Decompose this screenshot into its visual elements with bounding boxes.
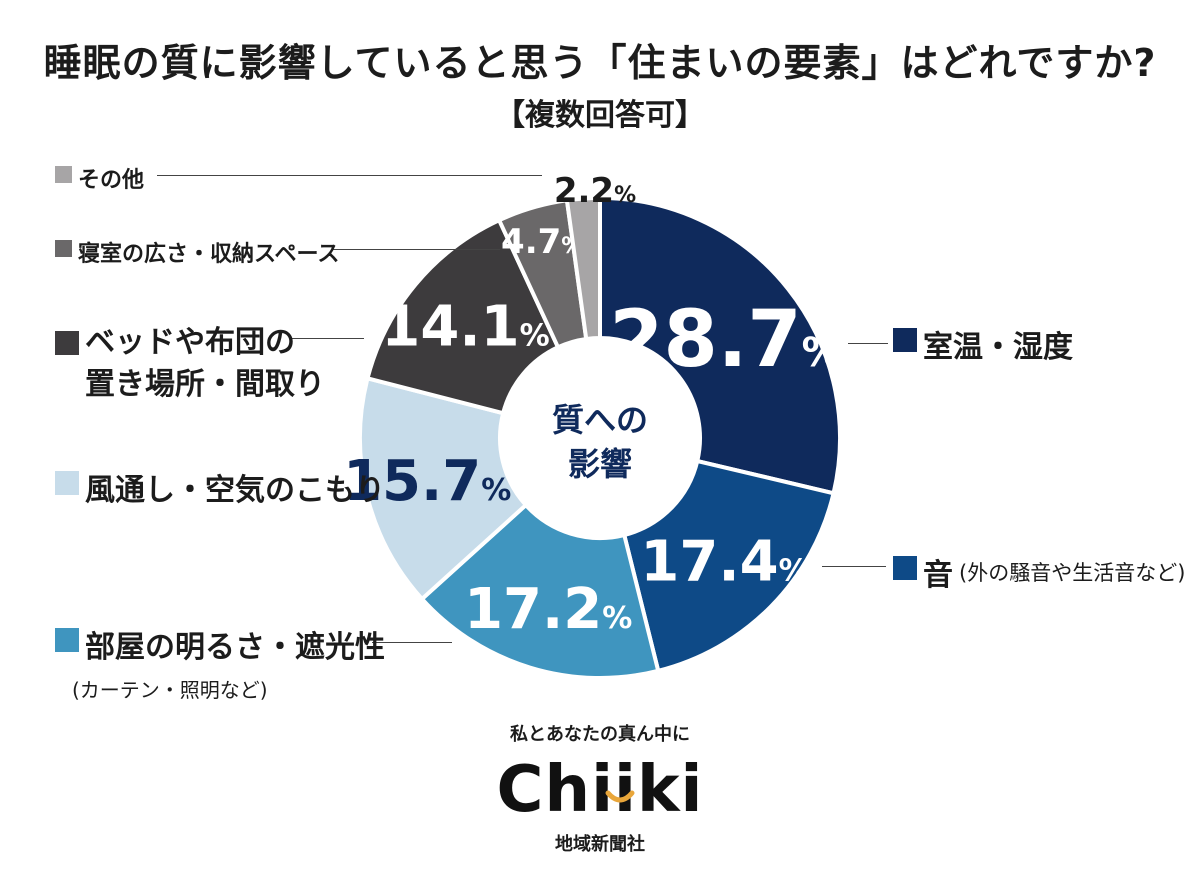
logo-text: Chiiki (496, 753, 704, 827)
legend-label-bedroom-size: 寝室の広さ・収納スペース (78, 242, 340, 267)
legend-bed-layout: ベッドや布団の 置き場所・間取り (55, 322, 325, 406)
legend-note-noise: (外の騒音や生活音など) (959, 561, 1186, 585)
leader-line-bed-layout (292, 338, 364, 339)
chart-title: 睡眠の質に影響していると思う「住まいの要素」はどれですか? (43, 41, 1157, 85)
footer-company: 地域新聞社 (555, 834, 645, 855)
legend-other: その他 (55, 162, 144, 194)
slice-noise (621, 458, 836, 674)
legend-label-bed-layout-line-2: 置き場所・間取り (85, 367, 325, 402)
legend-bedroom-size: 寝室の広さ・収納スペース (55, 236, 339, 268)
footer-tagline: 私とあなたの真ん中に (510, 724, 690, 745)
legend-label-ventilation: 風通し・空気のこもり (85, 473, 385, 508)
chiiki-logo: Chiiki (470, 755, 730, 825)
leader-line-brightness (372, 642, 452, 643)
donut-center-label: 質への 影響 (520, 398, 680, 486)
chart-subtitle: 【複数回答可】 (495, 98, 705, 133)
leader-line-room-temp (848, 343, 888, 344)
slice-brightness (419, 502, 661, 680)
legend-label-other: その他 (78, 168, 145, 193)
value-label-noise: 17.4% (640, 530, 808, 595)
legend-swatch-brightness (55, 628, 79, 652)
slice-bed-layout (365, 217, 561, 416)
logo-smile-icon (605, 790, 635, 803)
legend-swatch-room-temp (893, 328, 917, 352)
value-label-ventilation: 15.7% (343, 449, 511, 514)
legend-swatch-other (55, 166, 72, 183)
legend-noise: 音 (外の騒音や生活音など) (893, 550, 1185, 594)
value-label-brightness: 17.2% (464, 577, 632, 642)
center-label-line-2: 影響 (567, 445, 632, 483)
leader-line-noise (822, 566, 886, 567)
legend-swatch-bed-layout (55, 331, 79, 355)
leader-line-other (157, 175, 542, 176)
slice-ventilation (358, 375, 529, 602)
legend-brightness: 部屋の明るさ・遮光性 (55, 622, 385, 666)
legend-ventilation: 風通し・空気のこもり (55, 465, 385, 509)
legend-room-temp: 室温・湿度 (893, 322, 1073, 366)
legend-swatch-ventilation (55, 471, 79, 495)
legend-label-room-temp: 室温・湿度 (923, 330, 1073, 365)
slice-other (564, 195, 602, 342)
center-label-line-1: 質への (551, 401, 648, 439)
legend-swatch-bedroom-size (55, 240, 72, 257)
legend-label-bed-layout-line-1: ベッドや布団の (85, 325, 295, 360)
leader-line-bedroom-size (332, 249, 500, 250)
slice-room-temp (598, 195, 842, 496)
value-label-other: 2.2% (554, 171, 636, 211)
legend-note-brightness: (カーテン・照明など) (72, 678, 268, 702)
value-label-bed-layout: 14.1% (381, 295, 549, 360)
legend-label-noise: 音 (923, 558, 953, 593)
value-label-room-temp: 28.7% (609, 295, 842, 385)
legend-swatch-noise (893, 556, 917, 580)
legend-label-brightness: 部屋の明るさ・遮光性 (85, 630, 385, 665)
